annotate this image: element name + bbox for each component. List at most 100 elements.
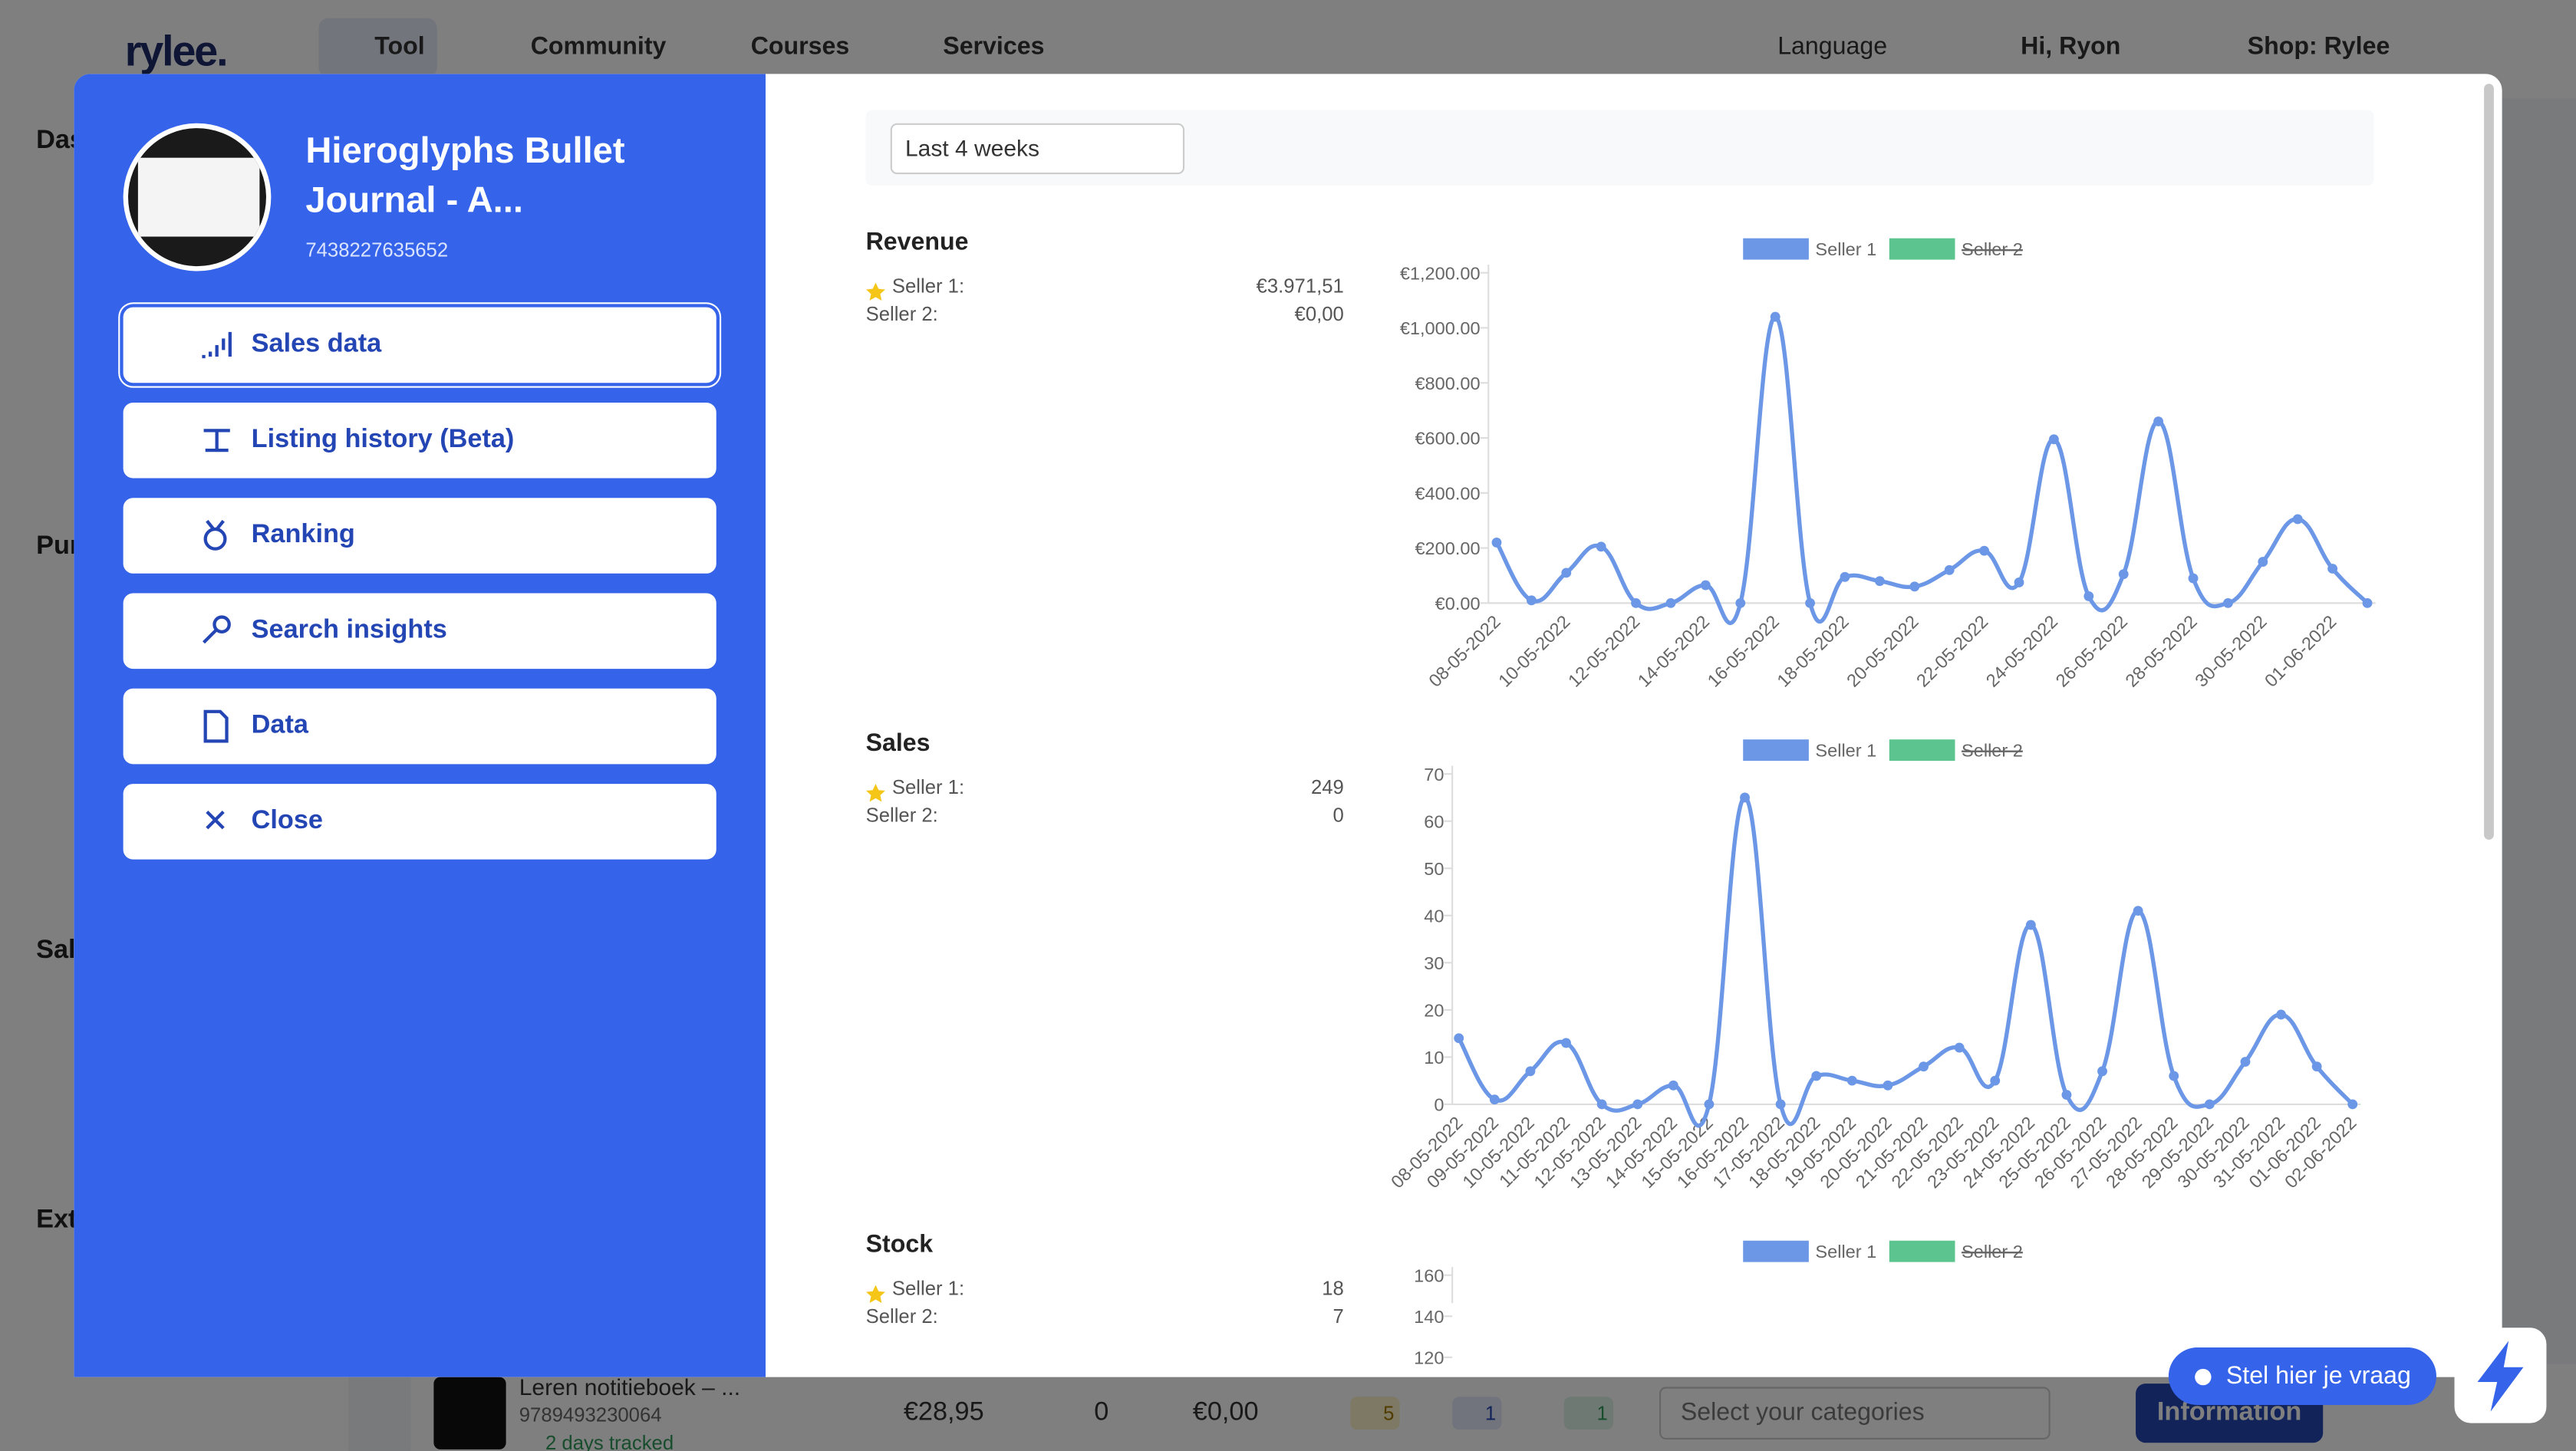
data-point bbox=[1770, 311, 1780, 322]
data-point bbox=[1811, 1071, 1822, 1081]
data-point bbox=[2153, 416, 2164, 426]
stat-value: 0 bbox=[1333, 804, 1344, 826]
data-point bbox=[2048, 434, 2059, 445]
legend-swatch bbox=[1743, 238, 1809, 260]
data-point bbox=[2311, 1061, 2322, 1072]
star-icon bbox=[866, 282, 885, 301]
data-point bbox=[2240, 1057, 2251, 1067]
menu-button[interactable]: Data bbox=[123, 688, 716, 765]
y-tick-label: 50 bbox=[1424, 859, 1444, 879]
y-tick-label: €400.00 bbox=[1415, 483, 1480, 503]
y-tick-label: €600.00 bbox=[1415, 429, 1480, 449]
menu-button[interactable]: Search insights bbox=[123, 593, 716, 670]
icon bbox=[203, 709, 229, 743]
chart-title: Revenue bbox=[866, 228, 969, 255]
image-paper bbox=[137, 157, 260, 237]
data-point bbox=[2133, 906, 2143, 916]
x-tick-label: 12-05-2022 bbox=[1564, 611, 1644, 691]
data-point bbox=[1990, 1075, 2001, 1086]
data-point bbox=[1668, 1080, 1678, 1091]
data-point bbox=[2014, 577, 2024, 587]
icon bbox=[203, 519, 227, 551]
legend-label: Seller 2 bbox=[1962, 1242, 2023, 1262]
data-point bbox=[1735, 597, 1746, 608]
series-line bbox=[1457, 795, 2354, 1128]
data-point bbox=[1632, 1099, 1643, 1110]
menu-label: Ranking bbox=[251, 521, 355, 549]
menu-label: Listing history (Beta) bbox=[251, 425, 515, 454]
stat-label: Seller 1: bbox=[892, 777, 964, 798]
data-point bbox=[1525, 1066, 1536, 1077]
icon bbox=[202, 331, 232, 359]
y-tick-label: 160 bbox=[1414, 1265, 1444, 1285]
charts-layer: Revenue Seller 1: €3.971,51 Seller 2: €0,00 S… bbox=[866, 228, 2376, 1367]
data-point bbox=[1631, 597, 1642, 608]
y-tick-label: 120 bbox=[1414, 1347, 1444, 1367]
bolt-icon bbox=[2477, 1341, 2524, 1412]
data-point bbox=[1665, 597, 1676, 608]
data-point bbox=[2188, 573, 2199, 584]
legend-label: Seller 1 bbox=[1815, 239, 1876, 259]
data-point bbox=[1526, 595, 1537, 606]
x-tick-label: 01-06-2022 bbox=[2261, 611, 2340, 691]
stat-value: €0,00 bbox=[1295, 304, 1344, 325]
stat-label: Seller 2: bbox=[866, 804, 938, 826]
data-point bbox=[2061, 1090, 2072, 1101]
modal-sidebar: Hieroglyphs Bullet Journal - A... 743822… bbox=[74, 74, 766, 1377]
data-point bbox=[1883, 1080, 1893, 1091]
legend-swatch bbox=[1743, 1240, 1809, 1262]
x-tick-label: 24-05-2022 bbox=[1982, 611, 2062, 691]
y-tick-label: 60 bbox=[1424, 811, 1444, 831]
data-point bbox=[1979, 545, 1990, 556]
chat-dot bbox=[2195, 1368, 2212, 1386]
data-point bbox=[2276, 1009, 2286, 1020]
data-point bbox=[1491, 537, 1502, 548]
x-tick-label: 26-05-2022 bbox=[2052, 611, 2132, 691]
y-tick-label: €200.00 bbox=[1415, 538, 1480, 558]
chart-title: Sales bbox=[866, 729, 931, 756]
menu-button[interactable]: Ranking bbox=[123, 498, 716, 574]
chat-button[interactable]: Stel hier je vraag bbox=[2168, 1347, 2436, 1405]
charts: Revenue Seller 1: €3.971,51 Seller 2: €0,00 S… bbox=[866, 228, 2376, 1367]
data-point bbox=[2204, 1099, 2215, 1110]
legend-swatch bbox=[1889, 739, 1955, 762]
y-tick-label: €800.00 bbox=[1415, 373, 1480, 393]
menu-button[interactable]: Listing history (Beta) bbox=[123, 402, 716, 479]
y-tick-label: 10 bbox=[1424, 1048, 1444, 1068]
data-point bbox=[1596, 1099, 1607, 1110]
period-select[interactable]: Last 4 weeks bbox=[890, 123, 1185, 175]
data-point bbox=[1489, 1094, 1500, 1105]
modal: Hieroglyphs Bullet Journal - A... 743822… bbox=[74, 74, 2502, 1377]
scrollbar[interactable] bbox=[2484, 84, 2494, 840]
data-point bbox=[1954, 1042, 1965, 1053]
chat-label: Stel hier je vraag bbox=[2225, 1362, 2411, 1390]
icon bbox=[203, 429, 230, 452]
y-tick-label: €1,200.00 bbox=[1400, 263, 1481, 283]
menu-label: Data bbox=[251, 711, 308, 740]
menu-label: Search insights bbox=[251, 616, 447, 644]
stat-label: Seller 1: bbox=[892, 1278, 964, 1299]
x-tick-label: 22-05-2022 bbox=[1912, 611, 1992, 691]
x-tick-label: 20-05-2022 bbox=[1843, 611, 1922, 691]
legend-swatch bbox=[1743, 739, 1809, 762]
data-point bbox=[1874, 576, 1885, 587]
y-tick-label: 30 bbox=[1424, 953, 1444, 973]
stat-value: 18 bbox=[1322, 1278, 1344, 1299]
y-tick-label: €1,000.00 bbox=[1400, 318, 1481, 338]
x-tick-label: 28-05-2022 bbox=[2121, 611, 2201, 691]
data-point bbox=[1454, 1033, 1464, 1044]
data-point bbox=[2327, 564, 2338, 574]
menu-button[interactable]: Close bbox=[123, 784, 716, 860]
data-point bbox=[2097, 1066, 2107, 1077]
x-tick-label: 16-05-2022 bbox=[1704, 611, 1784, 691]
data-point bbox=[1846, 1075, 1857, 1086]
menu-button[interactable]: Sales data bbox=[123, 307, 716, 383]
product-title: Hieroglyphs Bullet Journal - A... bbox=[305, 130, 625, 221]
chat-launcher[interactable] bbox=[2454, 1328, 2547, 1423]
data-point bbox=[2292, 514, 2303, 525]
data-point bbox=[1919, 1061, 1929, 1072]
data-point bbox=[1561, 568, 1572, 578]
data-point bbox=[1805, 597, 1816, 608]
data-point bbox=[1775, 1099, 1786, 1110]
